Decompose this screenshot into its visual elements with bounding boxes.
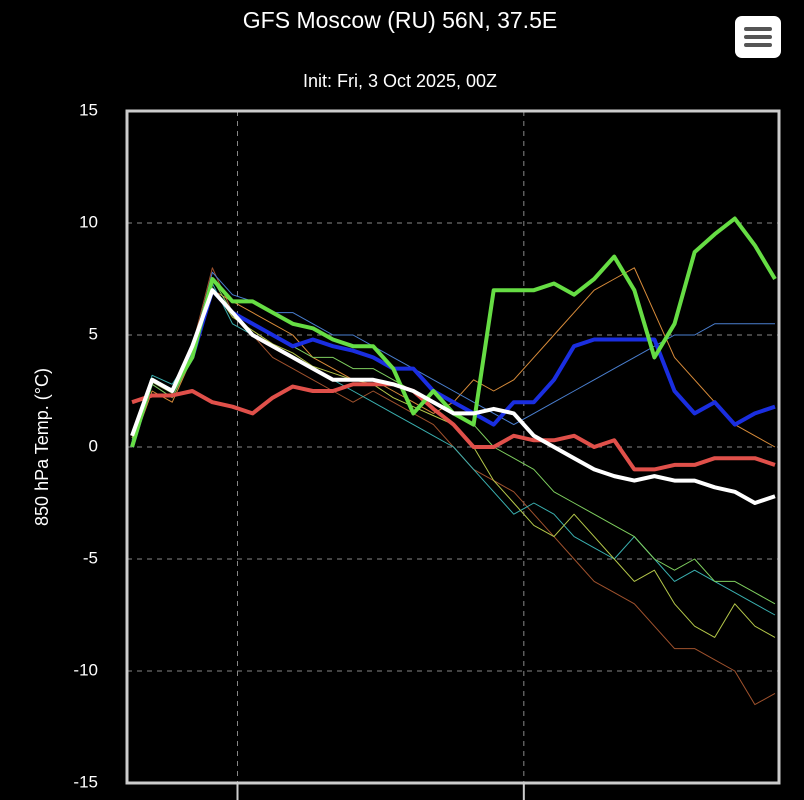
series-line: [131, 287, 776, 638]
series-line: [131, 267, 776, 706]
y-tick-label: 15: [79, 100, 98, 119]
y-tick-label: 10: [79, 212, 98, 231]
menu-icon-bar: [744, 35, 772, 39]
menu-icon-bar: [744, 27, 772, 31]
series-line: [131, 382, 776, 472]
y-axis-label: 850 hPa Temp. (°C): [32, 368, 52, 526]
series-line: [130, 288, 776, 448]
plot-frame: [125, 109, 781, 785]
series-line: [131, 282, 776, 616]
menu-button[interactable]: [735, 16, 781, 58]
y-tick-label: -10: [73, 660, 98, 679]
y-tick-label: 0: [89, 436, 98, 455]
chart-subtitle: Init: Fri, 3 Oct 2025, 00Z: [303, 71, 497, 91]
y-tick-label: -15: [73, 772, 98, 791]
series-line: [130, 288, 776, 505]
series-line: [131, 278, 776, 605]
y-tick-label: 5: [89, 324, 98, 343]
chart-title: GFS Moscow (RU) 56N, 37.5E: [243, 7, 557, 33]
menu-icon-bar: [744, 43, 772, 47]
y-tick-label: -5: [83, 548, 98, 567]
